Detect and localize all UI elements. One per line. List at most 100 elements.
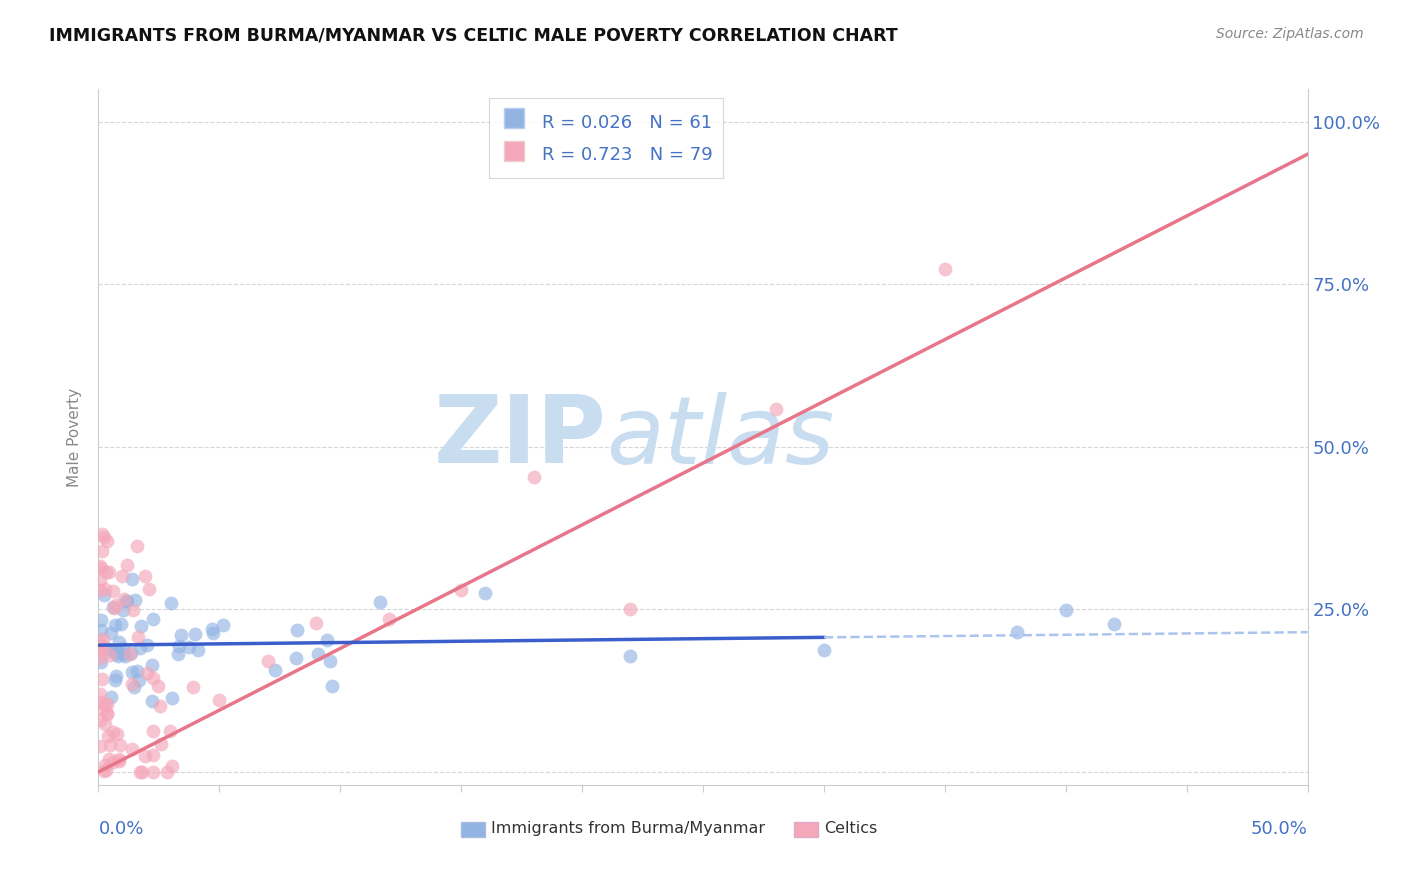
Point [1007, 625, 1029, 640]
Point [120, 647, 142, 661]
Point [111, 603, 134, 617]
Point [89, 645, 111, 659]
Point [129, 640, 152, 655]
Y-axis label: Male Poverty: Male Poverty [67, 387, 83, 487]
Point [107, 649, 129, 664]
Point [121, 572, 143, 586]
Point [149, 698, 172, 713]
Point [619, 602, 641, 616]
Point [305, 616, 328, 631]
Point [321, 679, 343, 693]
Point [98, 648, 121, 663]
Point [142, 671, 165, 685]
Point [91, 642, 114, 657]
Point [256, 654, 278, 668]
Point [523, 470, 546, 484]
Point [128, 673, 150, 687]
Point [184, 627, 207, 641]
Point [93, 764, 115, 778]
Point [212, 617, 235, 632]
Point [619, 649, 641, 664]
Point [90, 544, 112, 558]
Point [121, 665, 143, 679]
Text: 50.0%: 50.0% [1251, 820, 1308, 838]
Point [138, 582, 160, 596]
Point [1102, 617, 1125, 632]
Point [264, 663, 287, 677]
Point [112, 647, 135, 661]
Point [115, 558, 138, 572]
Text: 0.0%: 0.0% [98, 820, 143, 838]
Point [474, 586, 496, 600]
Point [93, 588, 115, 602]
FancyBboxPatch shape [461, 822, 485, 837]
Point [141, 657, 163, 672]
Point [96, 533, 118, 548]
Point [104, 618, 127, 632]
Point [136, 638, 159, 652]
Point [142, 724, 165, 739]
Point [100, 644, 122, 658]
Point [89, 739, 111, 754]
Point [159, 596, 181, 610]
Point [124, 680, 146, 694]
Point [97, 566, 120, 580]
Point [94, 566, 117, 580]
Point [110, 569, 132, 583]
Point [94, 716, 117, 731]
Point [121, 602, 143, 616]
Point [110, 616, 132, 631]
Text: Immigrants from Burma/Myanmar: Immigrants from Burma/Myanmar [492, 822, 765, 837]
Point [134, 749, 156, 764]
Point [90, 656, 112, 670]
Point [90, 673, 112, 687]
Point [131, 764, 153, 779]
Point [124, 593, 146, 607]
Point [90, 651, 112, 665]
FancyBboxPatch shape [793, 822, 818, 837]
Point [141, 694, 163, 708]
Point [129, 619, 152, 633]
Point [368, 595, 391, 609]
Text: ZIP: ZIP [433, 391, 606, 483]
Point [181, 680, 204, 694]
Point [91, 632, 114, 646]
Text: IMMIGRANTS FROM BURMA/MYANMAR VS CELTIC MALE POVERTY CORRELATION CHART: IMMIGRANTS FROM BURMA/MYANMAR VS CELTIC … [49, 27, 898, 45]
Point [121, 742, 143, 756]
Point [285, 651, 308, 665]
Point [127, 664, 149, 678]
Point [93, 582, 115, 596]
Point [90, 526, 112, 541]
Point [127, 539, 149, 553]
Point [765, 402, 787, 417]
Point [450, 582, 472, 597]
Point [96, 706, 118, 721]
Point [187, 643, 209, 657]
Point [111, 640, 134, 655]
Point [93, 697, 115, 711]
Point [100, 690, 122, 705]
Point [115, 594, 138, 608]
Point [134, 569, 156, 583]
Point [377, 612, 399, 626]
Point [142, 612, 165, 626]
Point [136, 666, 159, 681]
Point [1054, 603, 1077, 617]
Point [160, 690, 183, 705]
Point [101, 600, 124, 615]
Point [142, 764, 165, 779]
Point [114, 648, 136, 663]
Point [96, 697, 118, 711]
Point [89, 713, 111, 727]
Point [98, 642, 121, 657]
Point [319, 654, 342, 668]
Point [101, 725, 124, 739]
Point [100, 626, 122, 640]
Point [934, 262, 956, 277]
Point [121, 677, 143, 691]
Point [90, 560, 112, 574]
Point [90, 638, 112, 652]
Point [104, 673, 127, 687]
Point [115, 594, 138, 608]
Point [105, 726, 128, 740]
